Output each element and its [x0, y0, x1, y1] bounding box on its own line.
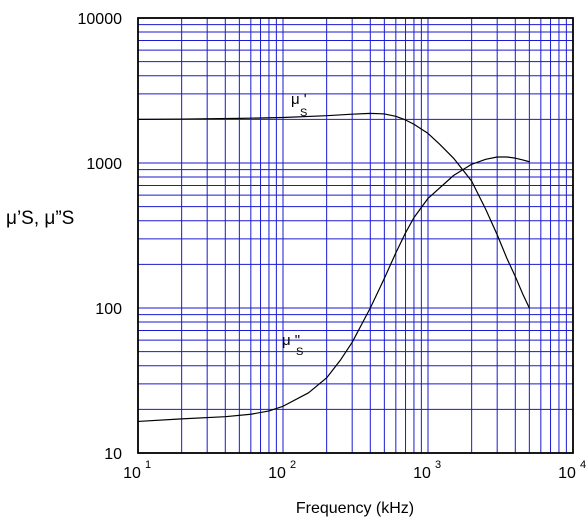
x-tick-label: 10 2: [268, 459, 296, 482]
y-tick-label: 1000: [86, 156, 122, 173]
series-label-mu-double-prime: μ " S: [282, 332, 303, 358]
series-label-mu-double-prime-sub: S: [296, 346, 303, 358]
y-tick-label: 100: [95, 301, 122, 318]
grid: [137, 17, 574, 454]
x-tick-exponent: 3: [435, 459, 441, 471]
x-tick-base: 10: [413, 465, 431, 482]
x-tick-base: 10: [558, 465, 576, 482]
x-tick-exponent: 1: [145, 459, 151, 471]
series-line-mu-prime: [137, 112, 530, 309]
x-tick-exponent: 4: [580, 459, 586, 471]
y-axis-label: μ’S, μ”S: [6, 208, 74, 229]
x-axis-label: Frequency (kHz): [296, 500, 414, 517]
y-tick-label: 10: [104, 446, 122, 463]
x-tick-exponent: 2: [290, 459, 296, 471]
x-tick-label: 10 4: [558, 459, 586, 482]
x-tick-label: 10 3: [413, 459, 441, 482]
x-tick-base: 10: [123, 465, 141, 482]
series-label-mu-prime-sub: S: [300, 107, 307, 119]
series-label-mu-prime: μ ' S: [291, 91, 307, 119]
series-label-mu-prime-main: μ ': [291, 91, 307, 108]
series-label-mu-double-prime-main: μ ": [282, 332, 300, 349]
tick-labels: 10 1 10 2 10 3 10 4 10 100 1000 10000: [78, 11, 587, 482]
y-tick-label: 10000: [78, 11, 123, 28]
plot-frame: [137, 17, 574, 454]
x-tick-label: 10 1: [123, 459, 151, 482]
x-tick-base: 10: [268, 465, 286, 482]
series-line-mu-double-prime: [137, 156, 530, 423]
series-lines: [137, 112, 530, 423]
plot-area-background: [138, 18, 573, 453]
